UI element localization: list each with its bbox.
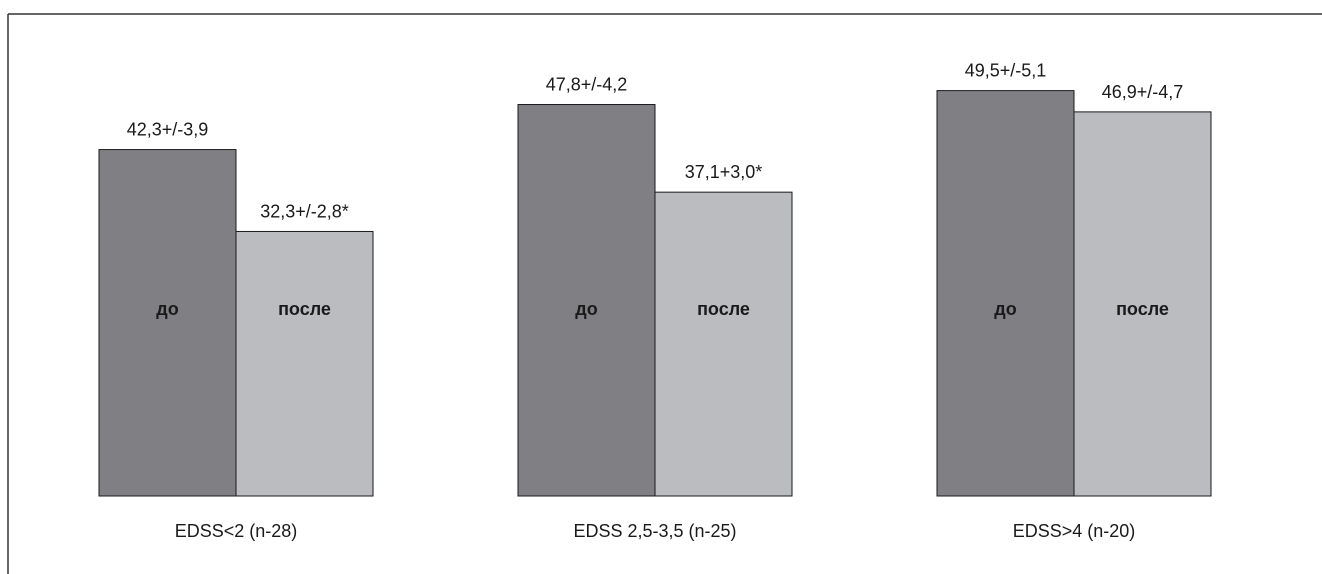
data-label: 47,8+/-4,2 [546, 75, 628, 95]
data-label: 49,5+/-5,1 [965, 61, 1047, 81]
bar-after [235, 230, 374, 497]
bar-series-label: после [1116, 299, 1169, 319]
bar-series-label: после [278, 299, 331, 319]
bar-after [654, 191, 793, 497]
bar-before [936, 90, 1075, 497]
bar-series-label: до [156, 299, 178, 319]
data-label: 46,9+/-4,7 [1102, 82, 1184, 102]
plot-area: 42,3+/-3,9 до 32,3+/-2,8* после EDSS<2 (n-28… [98, 61, 1212, 541]
data-label: 42,3+/-3,9 [127, 120, 209, 140]
bar-series-label: до [994, 299, 1016, 319]
category-label: EDSS 2,5-3,5 (n-25) [573, 521, 736, 541]
data-label: 37,1+3,0* [685, 162, 763, 182]
bar-after [1073, 111, 1212, 497]
bar-before [98, 149, 237, 497]
data-label: 32,3+/-2,8* [260, 201, 349, 221]
bar-before [517, 104, 656, 497]
bar-series-label: до [575, 299, 597, 319]
category-label: EDSS>4 (n-20) [1013, 521, 1136, 541]
category-label: EDSS<2 (n-28) [175, 521, 298, 541]
bar-series-label: после [697, 299, 750, 319]
